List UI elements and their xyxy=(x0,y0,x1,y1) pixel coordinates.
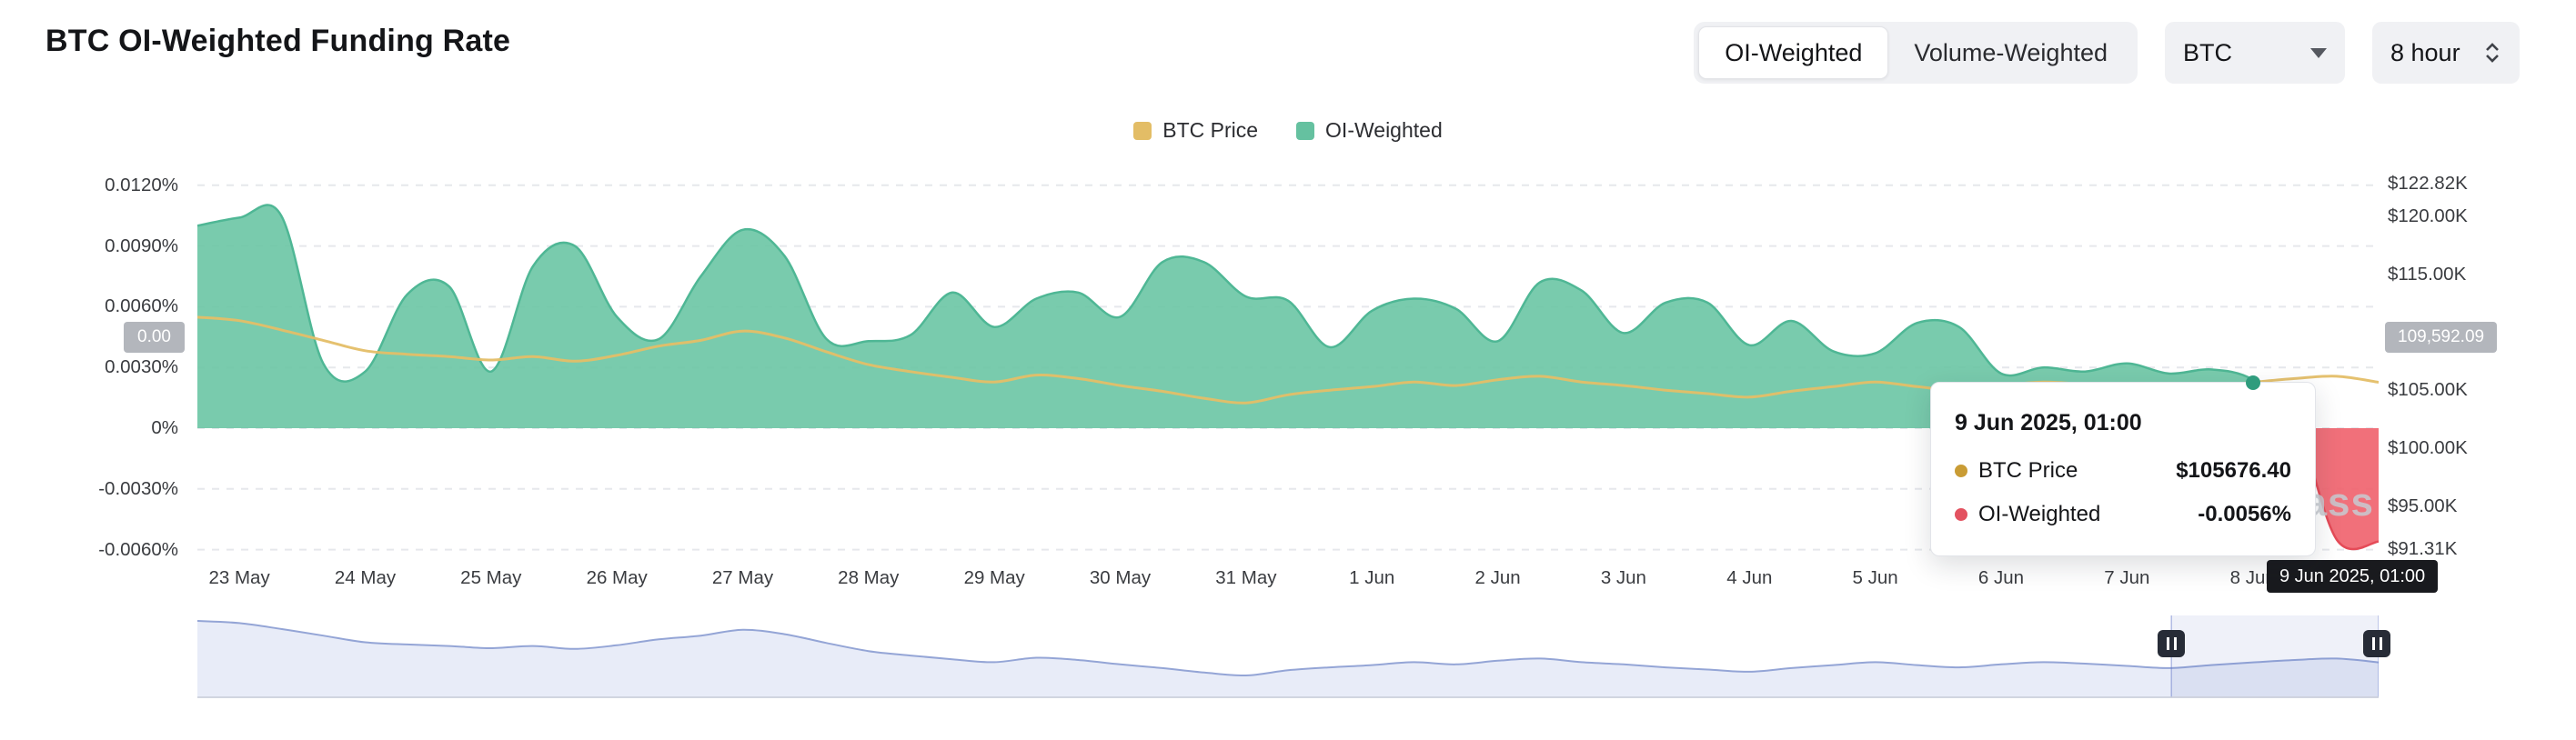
right-axis-tick-label: $120.00K xyxy=(2388,205,2468,226)
page-title: BTC OI-Weighted Funding Rate xyxy=(45,24,511,58)
oi-weighted-dot-icon xyxy=(1955,508,1967,521)
x-axis-tick-label: 24 May xyxy=(334,567,397,588)
chart-tooltip: 9 Jun 2025, 01:00 BTC Price $105676.40 O… xyxy=(1930,382,2316,556)
oi-weighted-swatch-icon xyxy=(1296,121,1315,140)
x-axis-tick-label: 26 May xyxy=(586,567,648,588)
x-axis-tick-label: 7 Jun xyxy=(2104,567,2150,588)
coin-select-value: BTC xyxy=(2183,38,2232,66)
left-axis-tick-label: 0.0120% xyxy=(105,174,178,195)
x-axis-tick-label: 27 May xyxy=(711,567,774,588)
x-axis: 23 May 24 May 25 May 26 May 27 May 28 May 29 M… xyxy=(197,565,2379,595)
right-axis: $122.82K $120.00K $115.00K $105.00K $100.00K… xyxy=(2388,173,2576,558)
x-axis-tick-label: 1 Jun xyxy=(1349,567,1395,588)
tooltip-row-oi-weighted: OI-Weighted -0.0056% xyxy=(1955,499,2291,530)
x-axis-tick-label: 2 Jun xyxy=(1474,567,1521,588)
x-axis-tick-label: 3 Jun xyxy=(1600,567,1646,588)
navigator-right-handle[interactable] xyxy=(2363,630,2390,657)
left-axis-tick-label: 0.0090% xyxy=(105,235,178,256)
weighting-toggle: OI-Weighted Volume-Weighted xyxy=(1694,22,2138,84)
right-axis-tick-label: $115.00K xyxy=(2388,263,2467,285)
interval-select[interactable]: 8 hour xyxy=(2372,22,2520,84)
tooltip-value-btc-price: $105676.40 xyxy=(2176,458,2291,483)
left-axis-tick-label: -0.0060% xyxy=(98,538,178,560)
left-axis: 0.0120% 0.0090% 0.0060% 0.0030% 0% -0.0030% -0… xyxy=(0,173,178,560)
left-axis-crosshair-badge: 0.00 xyxy=(124,322,185,353)
chevron-down-icon xyxy=(2310,47,2327,58)
chart-legend: BTC Price OI-Weighted xyxy=(0,118,2576,143)
x-axis-tick-label: 8 Jun xyxy=(2229,567,2276,588)
x-axis-tick-label: 30 May xyxy=(1089,567,1152,588)
left-axis-tick-label: 0.0060% xyxy=(105,295,178,317)
right-axis-crosshair-badge: 109,592.09 xyxy=(2385,322,2498,353)
chart-controls: OI-Weighted Volume-Weighted BTC 8 hour xyxy=(1694,22,2520,84)
right-axis-tick-label: $91.31K xyxy=(2388,537,2458,559)
coin-select[interactable]: BTC xyxy=(2165,22,2345,84)
left-axis-tick-label: -0.0030% xyxy=(98,477,178,499)
x-axis-tick-label: 25 May xyxy=(460,567,522,588)
x-axis-tick-label: 29 May xyxy=(963,567,1025,588)
legend-item-oi-weighted[interactable]: OI-Weighted xyxy=(1296,118,1443,143)
interval-select-value: 8 hour xyxy=(2390,38,2460,66)
chevrons-up-down-icon xyxy=(2486,43,2499,63)
toggle-option-oi-weighted[interactable]: OI-Weighted xyxy=(1698,26,1889,79)
tooltip-label-oi-weighted: OI-Weighted xyxy=(1978,502,2101,526)
right-axis-tick-label: $105.00K xyxy=(2388,379,2468,401)
toggle-option-volume-weighted[interactable]: Volume-Weighted xyxy=(1888,26,2133,79)
navigator-left-handle[interactable] xyxy=(2158,630,2186,657)
x-axis-tick-label: 28 May xyxy=(838,567,900,588)
tooltip-value-oi-weighted: -0.0056% xyxy=(2198,502,2291,526)
x-axis-tick-label: 6 Jun xyxy=(1977,567,2025,588)
tooltip-label-btc-price: BTC Price xyxy=(1978,458,2078,483)
x-axis-tick-label: 4 Jun xyxy=(1726,567,1773,588)
left-axis-tick-label: 0% xyxy=(151,417,178,438)
x-axis-tick-label: 31 May xyxy=(1215,567,1277,588)
right-axis-tick-label: $95.00K xyxy=(2388,495,2458,516)
x-axis-tick-label: 23 May xyxy=(208,567,270,588)
tooltip-date: 9 Jun 2025, 01:00 xyxy=(1955,410,2142,435)
legend-item-btc-price[interactable]: BTC Price xyxy=(1133,118,1258,143)
btc-price-swatch-icon xyxy=(1133,121,1152,140)
left-axis-tick-label: 0.0030% xyxy=(105,356,178,378)
legend-label-oi-weighted: OI-Weighted xyxy=(1325,118,1443,142)
legend-label-btc-price: BTC Price xyxy=(1162,118,1259,142)
tooltip-row-btc-price: BTC Price $105676.40 xyxy=(1955,455,2291,486)
x-axis-tick-label: 5 Jun xyxy=(1852,567,1898,588)
hovered-point-marker xyxy=(2245,375,2260,390)
btc-price-dot-icon xyxy=(1955,465,1967,477)
date-crosshair-badge: 9 Jun 2025, 01:00 xyxy=(2267,560,2439,593)
range-navigator[interactable] xyxy=(197,615,2379,698)
right-axis-tick-label: $122.82K xyxy=(2388,173,2468,195)
right-axis-tick-label: $100.00K xyxy=(2388,436,2468,458)
